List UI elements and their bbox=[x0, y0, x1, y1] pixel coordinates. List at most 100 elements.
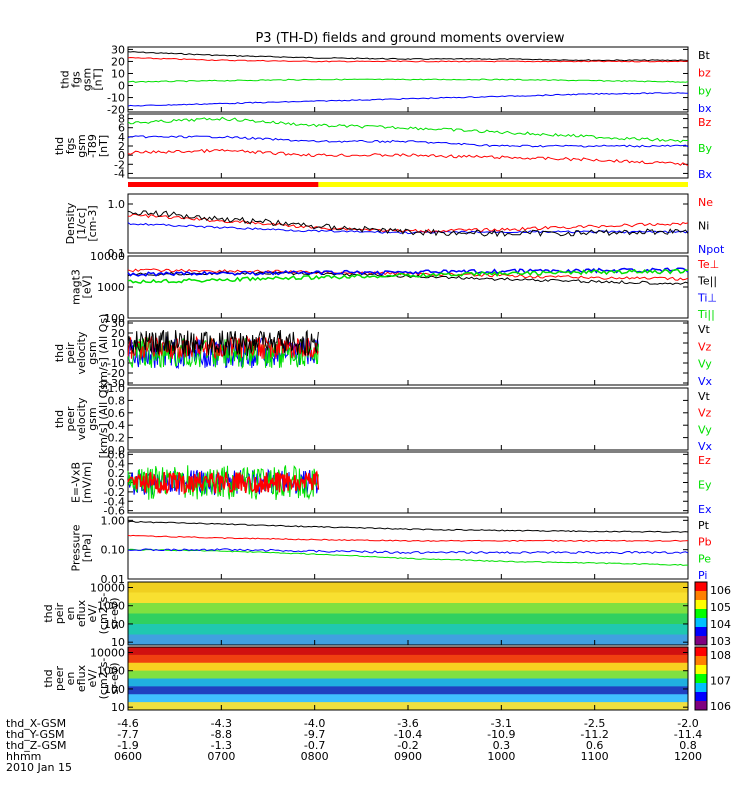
y-axis-label-line: sr-eV) bbox=[108, 662, 121, 694]
colorbar-frame bbox=[694, 646, 708, 711]
y-tick-label: 0.4 bbox=[108, 458, 126, 471]
x-axis-value: 0600 bbox=[114, 750, 142, 763]
panel-frame bbox=[127, 516, 689, 580]
y-tick-label: 6 bbox=[118, 122, 125, 135]
y-tick-label: 0.2 bbox=[108, 467, 126, 480]
legend-entry: Bt bbox=[698, 49, 711, 62]
x-axis-value: 0700 bbox=[207, 750, 235, 763]
y-axis-label-line: velocity bbox=[75, 397, 88, 440]
colorbar-segment bbox=[695, 618, 707, 628]
colorbar-segment bbox=[695, 656, 707, 666]
y-axis-label-line: thd bbox=[42, 669, 55, 687]
legend-entry: Npot bbox=[698, 243, 725, 256]
y-axis-label: E=-VxB[mV/m] bbox=[70, 462, 94, 503]
y-axis-label-line: (cm2-s- bbox=[97, 593, 110, 635]
y-axis-label-line: [cm-3] bbox=[86, 205, 99, 241]
panel-peir_spec: 10610510410310000100010010thdpeireneflux… bbox=[42, 581, 731, 649]
y-axis-label-line: eV/ bbox=[86, 669, 99, 687]
panel-peer: 1.00.80.60.40.20.0thdpeervelocitygsm[km/… bbox=[53, 380, 713, 459]
x-axis-value: -4.0 bbox=[304, 717, 325, 730]
legend-entry: Ey bbox=[698, 479, 712, 492]
y-axis-label: magt3[eV] bbox=[70, 269, 94, 305]
y-tick-label: 10 bbox=[111, 67, 125, 80]
y-tick-label: 10 bbox=[111, 337, 125, 350]
y-axis-label: Pressure[nPa] bbox=[70, 524, 94, 571]
y-axis-label-line: [nT] bbox=[97, 135, 110, 157]
spectrogram-band bbox=[128, 582, 688, 593]
series-vt-line bbox=[127, 329, 319, 356]
y-axis-label-line: gsm bbox=[86, 341, 99, 364]
x-axis-value: -2.5 bbox=[584, 717, 605, 730]
series-pe-line bbox=[127, 548, 688, 566]
y-axis-label-line: [1/cc] bbox=[75, 208, 88, 239]
colorbar-tick-label: 108 bbox=[710, 649, 731, 662]
legend-entry: Pt bbox=[698, 519, 710, 532]
y-tick-label: 8 bbox=[118, 113, 125, 126]
x-axis-row-label: thd_Y-GSM bbox=[6, 728, 65, 741]
x-axis-row-label: thd_Z-GSM bbox=[6, 739, 66, 752]
panel-temp: 10000 1000 100 magt3[eV] Te⊥ Te|| Ti⊥ Ti|| bbox=[70, 250, 720, 325]
legend-entry: Bz bbox=[698, 116, 712, 129]
legend-entry: Pe bbox=[698, 552, 711, 565]
colorbar-tick-label: 107 bbox=[710, 675, 731, 688]
legend-entry: Vt bbox=[698, 390, 711, 403]
x-axis-value: -8.8 bbox=[211, 728, 232, 741]
spectrogram-band bbox=[128, 603, 688, 614]
y-tick-label: -10 bbox=[107, 92, 125, 105]
colorbar-segment bbox=[695, 674, 707, 684]
spectrogram-band bbox=[128, 694, 688, 703]
y-axis-label-line: en bbox=[64, 672, 77, 686]
x-axis-value: -10.4 bbox=[394, 728, 422, 741]
series-ez-line bbox=[127, 470, 320, 495]
x-axis-value: -4.3 bbox=[211, 717, 232, 730]
y-axis-label-line: -T89 bbox=[86, 134, 99, 158]
y-tick-label: 10000 bbox=[90, 250, 125, 263]
y-axis-label-line: peir bbox=[53, 602, 66, 624]
x-axis-value: -9.7 bbox=[304, 728, 325, 741]
y-axis-label-line: fgs bbox=[64, 137, 77, 154]
x-axis-value: -4.6 bbox=[117, 717, 138, 730]
y-axis-label-line: thd bbox=[53, 137, 66, 155]
colorbar-tick-label: 103 bbox=[710, 635, 731, 648]
x-axis-value: 0.6 bbox=[586, 739, 604, 752]
panel-frame bbox=[127, 451, 689, 514]
panel-peer_spec: 10810710610000100010010thdpeerenefluxeV/… bbox=[42, 646, 731, 714]
y-axis-label-line: en bbox=[64, 607, 77, 621]
legend-entry: By bbox=[698, 142, 713, 155]
colorbar-segment bbox=[695, 600, 707, 610]
y-tick-label: 0.6 bbox=[108, 448, 126, 461]
colorbar-tick-label: 105 bbox=[710, 601, 731, 614]
y-tick-label: 1000 bbox=[97, 665, 125, 678]
y-tick-label: -2 bbox=[114, 158, 125, 171]
y-tick-label: 30 bbox=[111, 43, 125, 56]
y-tick-label: 100 bbox=[104, 312, 125, 325]
panel-exb: 0.60.40.20.0-0.2-0.4-0.6 E=-VxB[mV/m] Ez Ey… bbox=[70, 448, 712, 517]
legend-entry: Vy bbox=[698, 423, 712, 436]
x-axis-value: -10.9 bbox=[487, 728, 515, 741]
panel-frame bbox=[127, 113, 689, 179]
y-tick-label: 2 bbox=[118, 140, 125, 153]
legend-entry: Bx bbox=[698, 168, 713, 181]
y-tick-label: 1.0 bbox=[108, 382, 126, 395]
series-bx-line bbox=[127, 92, 688, 107]
legend-entry: Vx bbox=[698, 440, 713, 453]
y-axis-label-line: eV/ bbox=[86, 604, 99, 622]
legend-entry: Ni bbox=[698, 220, 709, 233]
colorbar-segment bbox=[695, 665, 707, 675]
colorbar-segment bbox=[695, 627, 707, 637]
spectrogram-band bbox=[128, 647, 688, 656]
colorbar-segment bbox=[695, 636, 707, 646]
y-tick-label: 0.10 bbox=[101, 544, 126, 557]
y-tick-label: -0.4 bbox=[104, 495, 125, 508]
colorbar-tick-label: 106 bbox=[710, 584, 731, 597]
y-axis-label-line: gsm bbox=[75, 134, 88, 157]
colorbar-segment bbox=[695, 591, 707, 601]
panel-density: 1.0 0.1 Density[1/cc][cm-3] Ne Ni Npot bbox=[64, 193, 725, 260]
y-tick-label: 0.2 bbox=[108, 432, 126, 445]
y-axis-label-line: gsm bbox=[86, 407, 99, 430]
